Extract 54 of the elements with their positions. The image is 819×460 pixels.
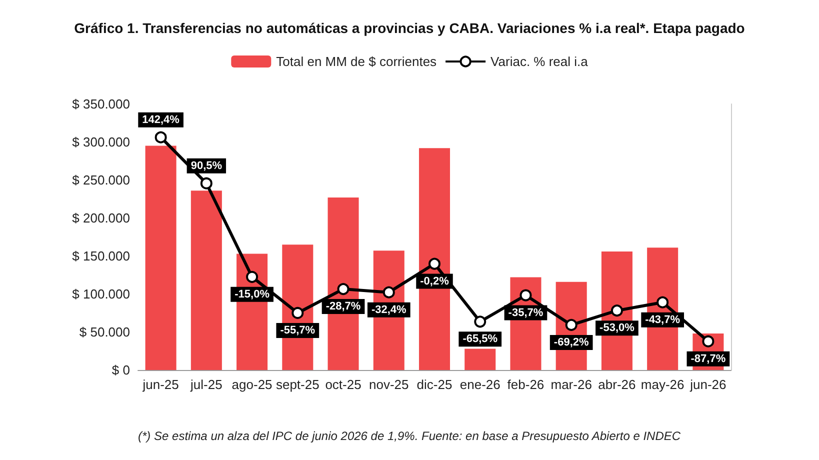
bar bbox=[145, 146, 176, 370]
y-tick-label: $ 0 bbox=[112, 362, 130, 378]
point bbox=[474, 316, 486, 328]
y-tick-label: $ 100.000 bbox=[72, 286, 130, 302]
point bbox=[382, 286, 395, 298]
x-tick-label: may-26 bbox=[640, 377, 684, 392]
x-tick-label: jun-26 bbox=[689, 377, 726, 392]
point bbox=[246, 270, 258, 283]
point bbox=[610, 304, 623, 317]
x-tick-label: oct-25 bbox=[325, 377, 362, 392]
point bbox=[292, 306, 304, 319]
point bbox=[154, 131, 167, 144]
data-label: -65,5% bbox=[462, 333, 498, 346]
data-label: -87,7% bbox=[690, 352, 726, 365]
point bbox=[337, 283, 350, 296]
data-label: -0,2% bbox=[420, 275, 450, 288]
data-label: -69,2% bbox=[554, 336, 589, 348]
x-tick-label: ene-26 bbox=[460, 377, 500, 392]
x-tick-label: ago-25 bbox=[232, 377, 272, 392]
x-tick-label: sept-25 bbox=[276, 377, 320, 392]
x-tick-label: nov-25 bbox=[369, 377, 409, 392]
y-tick-label: $ 50.000 bbox=[79, 324, 130, 340]
chart-title: Gráfico 1. Transferencias no automáticas a provincias y CABA. Variaciones % i.a real*. Etapa pagado bbox=[74, 20, 745, 36]
data-label: -28,7% bbox=[326, 300, 361, 313]
data-label: -15,0% bbox=[234, 288, 270, 300]
y-tick-label: $ 250.000 bbox=[72, 172, 130, 188]
data-label: -35,7% bbox=[508, 306, 544, 319]
bar bbox=[464, 348, 496, 370]
legend-label: Total en MM de $ corrientes bbox=[276, 54, 438, 69]
x-tick-label: jun-25 bbox=[142, 377, 179, 392]
point bbox=[656, 296, 669, 308]
x-tick-label: mar-26 bbox=[550, 377, 592, 392]
point bbox=[200, 177, 212, 190]
text: (*) Se estima un alza del IPC de junio 2026 de 1,9%. Fuente: en base a Presupuesto Abierto e INDEC bbox=[138, 429, 681, 443]
point bbox=[702, 335, 714, 348]
data-label: -53,0% bbox=[600, 322, 635, 334]
data-label: -32,4% bbox=[371, 304, 407, 316]
bar bbox=[190, 190, 222, 370]
data-label: -43,7% bbox=[645, 314, 680, 326]
y-tick-label: $ 150.000 bbox=[72, 248, 130, 264]
data-label: 90,5% bbox=[190, 160, 222, 172]
x-tick-label: dic-25 bbox=[416, 377, 452, 392]
point bbox=[428, 258, 440, 270]
data-label: -55,7% bbox=[280, 324, 316, 336]
y-tick-label: $ 300.000 bbox=[72, 134, 130, 150]
legend-label: Variac. % real i.a bbox=[490, 54, 589, 69]
x-tick-label: jul-25 bbox=[190, 377, 222, 392]
point bbox=[520, 289, 532, 302]
x-tick-label: feb-26 bbox=[507, 377, 544, 392]
x-tick-label: abr-26 bbox=[598, 377, 636, 392]
point bbox=[565, 318, 578, 331]
y-tick-label: $ 350.000 bbox=[72, 96, 130, 112]
data-label: 142,4% bbox=[142, 114, 180, 126]
y-tick-label: $ 200.000 bbox=[72, 210, 130, 226]
